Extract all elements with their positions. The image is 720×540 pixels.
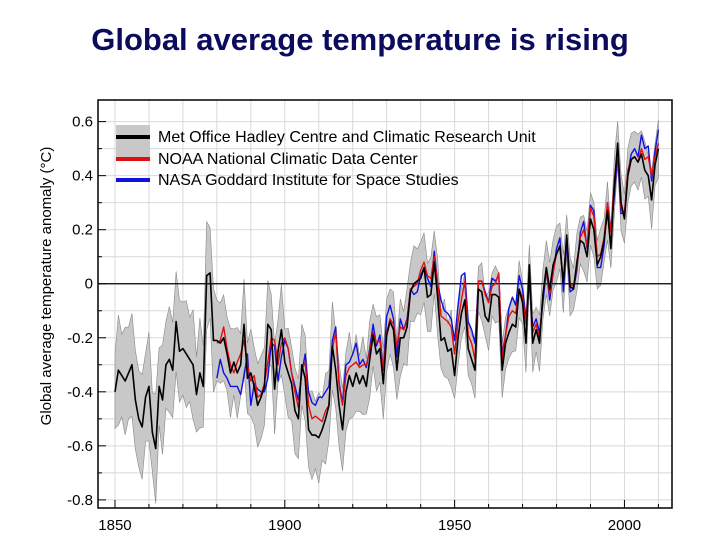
x-tick-label: 1900 (268, 517, 301, 534)
legend: Met Office Hadley Centre and Climatic Re… (116, 125, 536, 189)
y-tick-label: 0.6 (72, 114, 93, 131)
axes: 1850 1900 1950 2000 0.6 0.4 0.2 0 -0.2 -0.4 -0.6 -0… (67, 99, 673, 534)
y-tick-label: -0.6 (67, 438, 93, 455)
legend-swatch-band (116, 125, 150, 159)
legend-label: NASA Goddard Institute for Space Studies (158, 172, 459, 189)
plot-frame (97, 99, 673, 509)
series-line-hadcrut (114, 142, 660, 450)
legend-label: NOAA National Climatic Data Center (158, 151, 418, 168)
y-tick-label: -0.4 (67, 384, 93, 401)
uncertainty-band-area (114, 119, 659, 504)
y-tick-label: 0.4 (72, 168, 93, 185)
y-axis-label: Global average temperature anomaly (°C) (38, 147, 55, 426)
x-tick-label: 1950 (438, 517, 471, 534)
legend-label: Met Office Hadley Centre and Climatic Re… (158, 129, 536, 146)
slide-title: Global average temperature is rising (91, 22, 629, 57)
uncertainty-band (114, 119, 659, 504)
y-tick-label: -0.8 (67, 492, 93, 509)
y-tick-label: 0 (85, 276, 93, 293)
x-tick-label: 2000 (608, 517, 641, 534)
x-tick-label: 1850 (98, 517, 131, 534)
y-tick-label: 0.2 (72, 222, 93, 239)
series-lines (114, 129, 660, 450)
y-tick-label: -0.2 (67, 330, 93, 347)
series-line-noaa (216, 143, 660, 423)
